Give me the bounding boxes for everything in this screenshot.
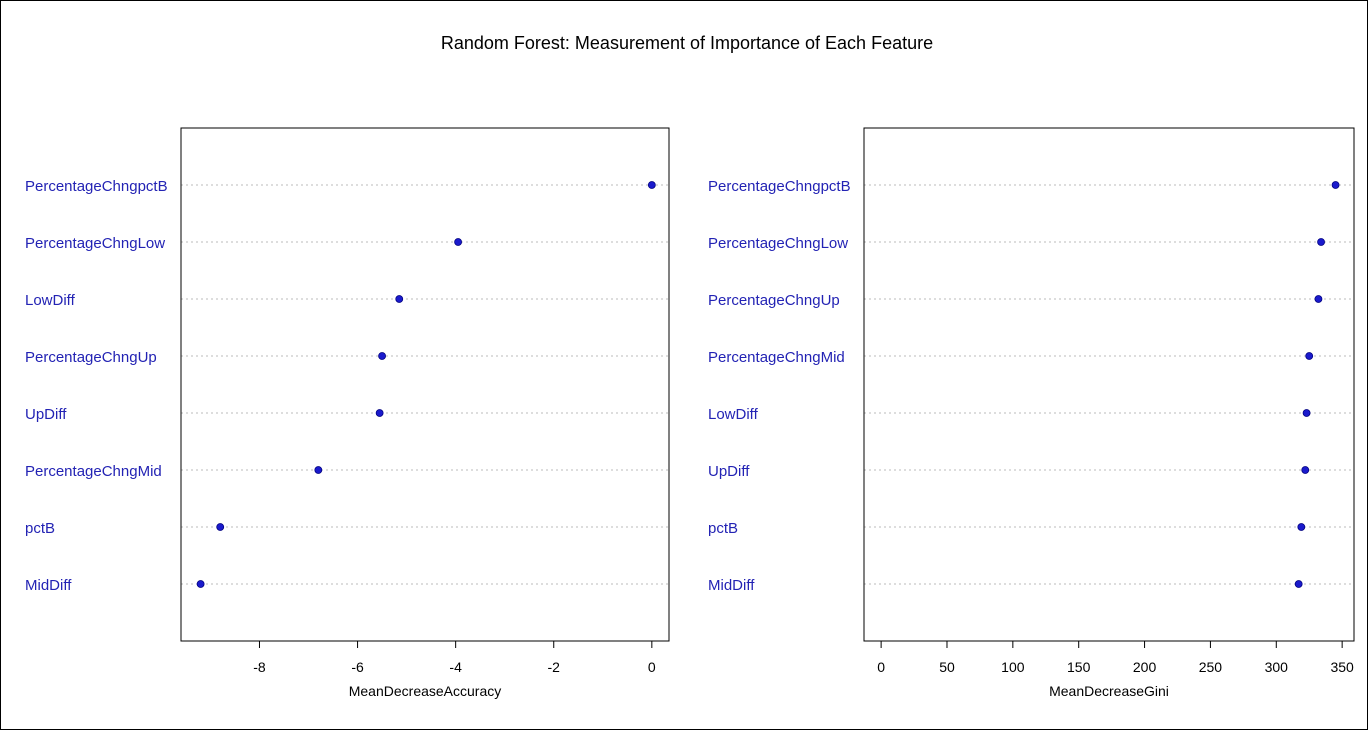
x-tick-label: 150 — [1067, 659, 1091, 675]
x-axis-title: MeanDecreaseAccuracy — [349, 683, 502, 699]
data-point — [1305, 352, 1314, 360]
data-point — [1314, 295, 1323, 303]
category-label: MidDiff — [708, 577, 755, 594]
category-label: pctB — [25, 520, 55, 537]
category-label: PercentageChngpctB — [25, 178, 168, 195]
x-tick-label: 0 — [648, 659, 656, 675]
category-label: UpDiff — [708, 463, 750, 480]
x-tick-label: 200 — [1133, 659, 1157, 675]
panel-2: PercentageChngpctB PercentageChngLow Perce… — [708, 127, 1355, 699]
x-axis-title: MeanDecreaseGini — [1049, 683, 1169, 699]
category-label: PercentageChngMid — [25, 463, 162, 480]
panel-1: PercentageChngpctB PercentageChngLow LowDi… — [25, 127, 670, 699]
plot-frame — [863, 127, 1355, 642]
data-point — [1317, 238, 1325, 246]
category-label: LowDiff — [25, 292, 76, 309]
category-label: pctB — [708, 520, 738, 537]
x-tick-label: 350 — [1330, 659, 1354, 675]
data-point — [1331, 181, 1340, 189]
category-label: PercentageChngpctB — [708, 178, 851, 195]
category-label: PercentageChngUp — [708, 292, 840, 309]
x-tick-label: 50 — [939, 659, 955, 675]
category-label: MidDiff — [25, 577, 72, 594]
data-point — [454, 238, 463, 246]
x-tick-label: -8 — [253, 659, 266, 675]
data-point — [378, 352, 386, 360]
x-tick-label: -4 — [449, 659, 462, 675]
data-point — [1301, 466, 1310, 474]
panels: PercentageChngpctB PercentageChngLow LowDi… — [25, 127, 1355, 699]
data-point — [196, 580, 205, 588]
x-tick-label: -6 — [351, 659, 364, 675]
category-label: PercentageChngLow — [25, 235, 165, 252]
category-label: PercentageChngMid — [708, 349, 845, 366]
category-label: PercentageChngUp — [25, 349, 157, 366]
data-point — [216, 523, 225, 531]
x-tick-label: 250 — [1199, 659, 1223, 675]
data-point — [1302, 409, 1311, 417]
data-point — [647, 181, 656, 189]
x-tick-label: 100 — [1001, 659, 1025, 675]
data-point — [375, 409, 384, 417]
data-point — [314, 466, 323, 474]
category-label: LowDiff — [708, 406, 759, 423]
x-tick-label: 0 — [877, 659, 885, 675]
x-tick-label: 300 — [1265, 659, 1289, 675]
data-point — [1297, 523, 1306, 531]
data-point — [395, 295, 404, 303]
data-point — [1294, 580, 1303, 588]
plot-frame — [180, 127, 670, 642]
category-label: PercentageChngLow — [708, 235, 848, 252]
chart-title: Random Forest: Measurement of Importance… — [441, 33, 933, 53]
category-label: UpDiff — [25, 406, 67, 423]
x-tick-label: -2 — [548, 659, 561, 675]
